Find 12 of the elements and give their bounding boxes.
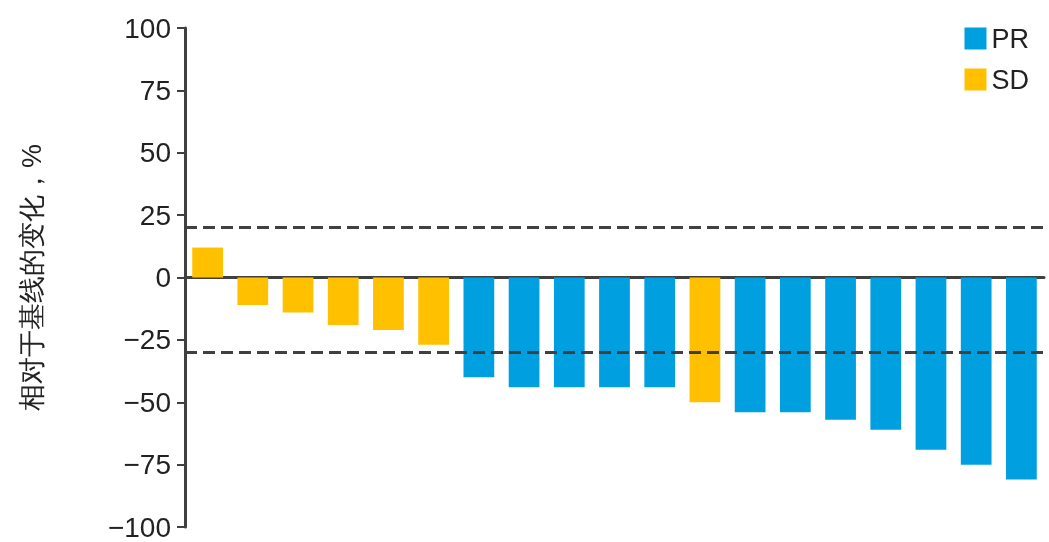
y-tick-label: 75	[139, 74, 171, 106]
y-tick-label: 50	[139, 137, 171, 169]
legend-label: SD	[991, 64, 1030, 95]
y-tick-label: −25	[123, 324, 171, 356]
y-tick-label: −100	[107, 511, 171, 542]
y-tick-label: 25	[139, 199, 171, 231]
y-tick-label: −50	[123, 386, 171, 418]
y-axis-title: 相对于基线的变化，%	[16, 143, 47, 412]
y-tick-label: 0	[155, 262, 171, 293]
y-tick-label: −75	[123, 449, 171, 481]
legend-label: PR	[991, 23, 1030, 54]
y-tick-label: 100	[124, 12, 171, 44]
